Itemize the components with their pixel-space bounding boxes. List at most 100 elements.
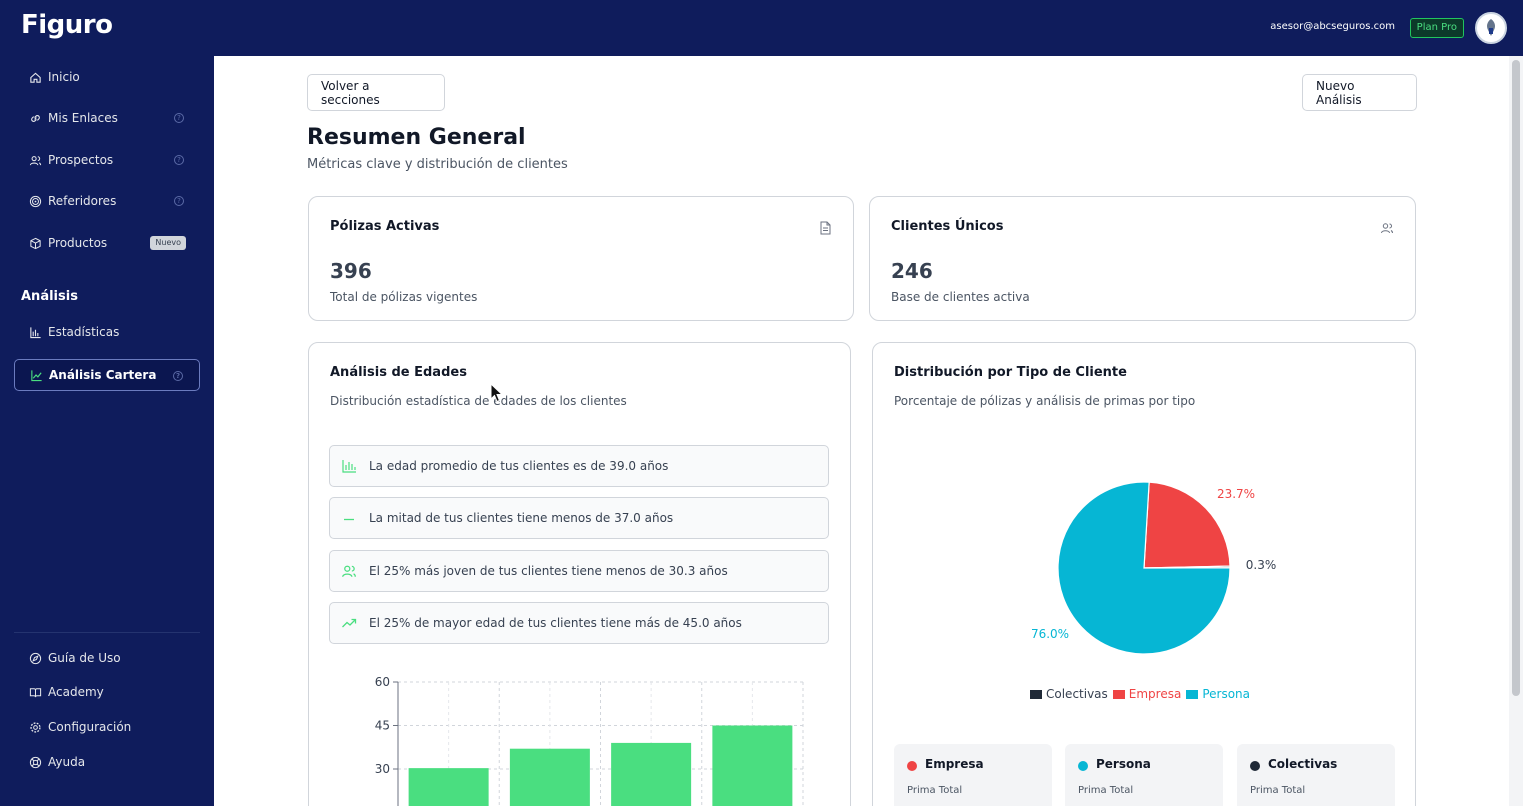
legend-label: Persona [1202,687,1251,701]
metric-caption: Total de pólizas vigentes [330,290,478,304]
compass-icon [28,651,42,665]
age-bar-chart: 60 45 30 [375,675,804,806]
sidebar-item-label: Inicio [48,70,80,84]
users-icon [28,153,42,167]
new-analysis-button[interactable]: Nuevo Análisis [1302,74,1417,111]
client-type-pie-chart: 23.7% 0.3% 76.0% [1031,481,1277,655]
lifebuoy-icon [28,755,42,769]
type-name: Empresa [925,757,984,771]
page-subtitle: Métricas clave y distribución de cliente… [307,157,568,172]
legend-swatch [1112,689,1125,699]
pie-slice-persona[interactable] [1057,481,1231,655]
type-card-persona: Persona Prima Total [1065,744,1223,806]
bar-chart-icon [340,458,358,474]
link-icon [28,111,42,125]
avatar[interactable] [1475,12,1507,44]
legend-label: Colectivas [1046,687,1108,701]
sidebar-item-productos[interactable]: Productos Nuevo [14,227,200,259]
document-icon [819,220,833,235]
card-title: Distribución por Tipo de Cliente [894,365,1127,380]
age-bar[interactable] [408,768,489,806]
back-to-sections-button[interactable]: Volver a secciones [307,74,445,111]
pie-label-persona: 76.0% [1031,627,1069,641]
sidebar-item-label: Análisis Cartera [49,368,157,382]
info-icon[interactable]: ? [174,196,184,206]
users-icon [340,563,358,579]
metric-caption: Base de clientes activa [891,290,1030,304]
metric-title: Pólizas Activas [330,219,440,234]
info-icon[interactable]: ? [174,113,184,123]
insight-average-age: La edad promedio de tus clientes es de 3… [329,445,829,487]
legend-item-persona[interactable]: Persona [1186,687,1250,701]
type-card-empresa: Empresa Prima Total [894,744,1052,806]
sidebar-item-guia-de-uso[interactable]: Guía de Uso [14,642,200,674]
pie-slice-empresa[interactable] [1143,481,1231,569]
insight-text: El 25% de mayor edad de tus clientes tie… [369,616,742,630]
sidebar-item-label: Configuración [48,720,132,734]
type-dot [1078,761,1088,771]
sidebar-item-configuracion[interactable]: Configuración [14,711,200,743]
type-name: Colectivas [1268,757,1338,771]
insight-text: La edad promedio de tus clientes es de 3… [369,459,669,473]
card-subtitle: Porcentaje de pólizas y análisis de prim… [894,394,1196,408]
age-bar[interactable] [509,748,590,806]
type-label: Prima Total [1250,785,1306,796]
sidebar-section-analisis: Análisis [21,289,78,304]
type-label: Prima Total [1078,785,1134,796]
card-title: Análisis de Edades [330,365,467,380]
legend-item-colectivas[interactable]: Colectivas [1030,687,1108,701]
metric-value: 246 [891,259,933,283]
sidebar-item-referidores[interactable]: Referidores ? [14,185,200,217]
line-chart-icon [29,368,43,382]
minus-icon [340,510,358,526]
bar-chart-icon [28,325,42,339]
book-icon [28,685,42,699]
users-icon [1380,220,1394,234]
y-tick-label: 30 [375,762,390,776]
sidebar-item-ayuda[interactable]: Ayuda [14,746,200,778]
metric-card-clientes: Clientes Únicos 246 Base de clientes act… [869,196,1416,321]
legend-item-empresa[interactable]: Empresa [1112,687,1181,701]
new-badge: Nuevo [150,236,186,250]
card-subtitle: Distribución estadística de edades de lo… [330,394,627,408]
type-label: Prima Total [907,785,963,796]
metric-title: Clientes Únicos [891,219,1004,234]
app-logo[interactable]: Figuro [21,10,113,40]
sidebar-item-label: Estadísticas [48,325,120,339]
metric-value: 396 [330,259,372,283]
sidebar-item-label: Productos [48,236,108,250]
user-email: asesor@abcseguros.com [1270,21,1395,32]
sidebar-item-inicio[interactable]: Inicio [14,61,200,93]
sidebar-item-analisis-cartera[interactable]: Análisis Cartera ? [14,359,200,391]
info-icon[interactable]: ? [173,371,183,381]
plan-badge: Plan Pro [1409,18,1464,38]
sidebar-item-mis-enlaces[interactable]: Mis Enlaces ? [14,102,200,134]
sidebar-item-academy[interactable]: Academy [14,676,200,708]
insight-median-age: La mitad de tus clientes tiene menos de … [329,497,829,539]
scrollbar-thumb[interactable] [1512,60,1520,696]
sidebar-item-label: Academy [48,685,104,699]
home-icon [28,70,42,84]
sidebar-item-label: Guía de Uso [48,651,121,665]
legend-swatch [1030,689,1042,699]
sidebar-item-label: Prospectos [48,153,114,167]
pie-legend: Colectivas Empresa Persona [1030,687,1255,701]
mouse-cursor-icon [490,383,504,403]
info-icon[interactable]: ? [174,155,184,165]
type-dot [1250,761,1260,771]
age-bar[interactable] [712,725,793,806]
y-tick-label: 45 [375,719,390,733]
sidebar-divider [14,632,200,633]
pie-label-colectivas: 0.3% [1246,558,1277,572]
sidebar-item-estadisticas[interactable]: Estadísticas [14,316,200,348]
pie-label-empresa: 23.7% [1217,487,1255,501]
sidebar-item-label: Mis Enlaces [48,111,118,125]
target-icon [28,194,42,208]
sidebar-item-prospectos[interactable]: Prospectos ? [14,144,200,176]
legend-swatch [1186,689,1199,699]
type-card-colectivas: Colectivas Prima Total [1237,744,1395,806]
sidebar [0,56,214,806]
age-bar[interactable] [611,742,692,806]
gear-icon [28,720,42,734]
insight-text: El 25% más joven de tus clientes tiene m… [369,564,728,578]
